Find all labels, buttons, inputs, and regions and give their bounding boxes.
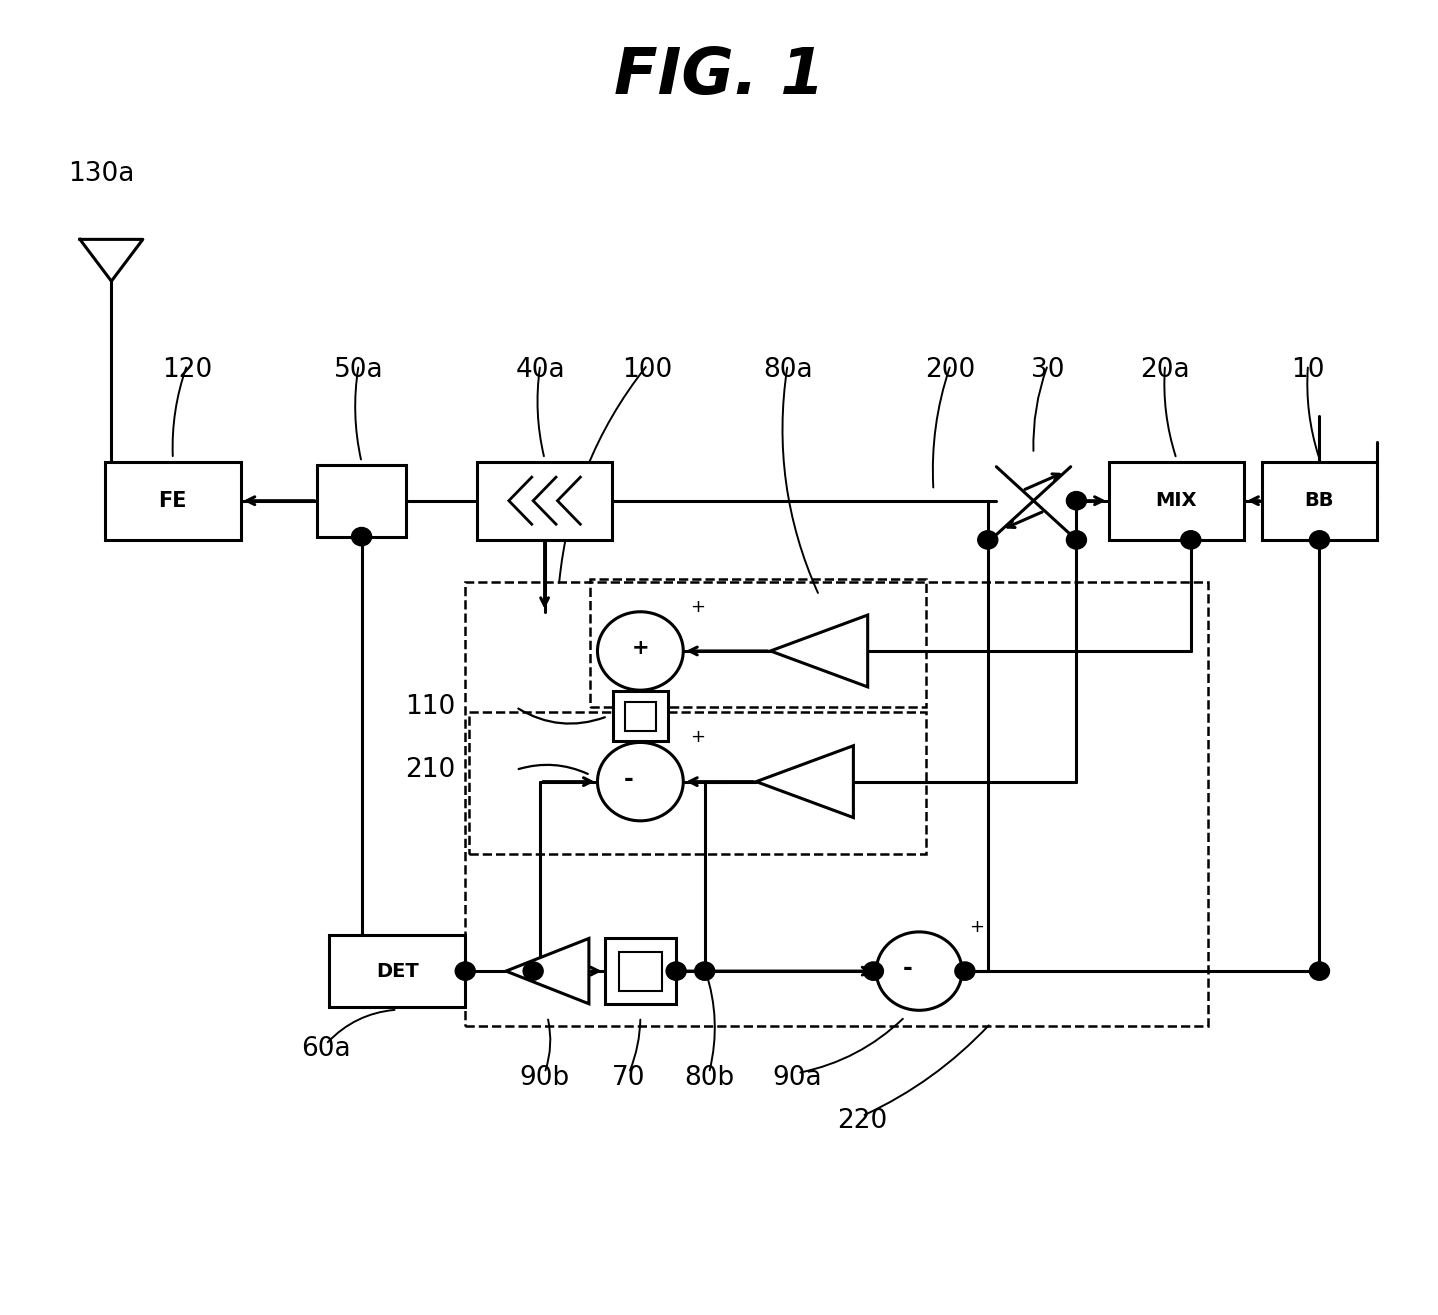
Polygon shape (506, 939, 590, 1003)
Text: 80a: 80a (762, 358, 812, 383)
Polygon shape (771, 615, 867, 686)
Circle shape (597, 611, 683, 690)
Text: -: - (903, 956, 913, 981)
Circle shape (876, 932, 962, 1010)
Bar (464, 581, 1208, 1026)
Text: 70: 70 (613, 1065, 646, 1091)
Text: FE: FE (158, 490, 187, 510)
Circle shape (1067, 492, 1087, 510)
Text: BB: BB (1304, 492, 1334, 510)
Circle shape (597, 743, 683, 821)
Circle shape (666, 963, 686, 980)
Text: 20a: 20a (1140, 358, 1189, 383)
Circle shape (523, 963, 544, 980)
Bar (1109, 462, 1244, 540)
Text: 120: 120 (162, 358, 213, 383)
Text: +: + (690, 597, 705, 615)
Circle shape (863, 963, 883, 980)
Text: 210: 210 (406, 757, 456, 782)
Text: +: + (690, 729, 705, 746)
Bar (618, 952, 661, 990)
Text: 200: 200 (926, 358, 976, 383)
Polygon shape (756, 746, 853, 818)
Text: 50a: 50a (334, 358, 384, 383)
Bar (469, 713, 926, 853)
Text: 30: 30 (1031, 358, 1064, 383)
Circle shape (695, 963, 715, 980)
Circle shape (1310, 963, 1330, 980)
Text: 90b: 90b (519, 1065, 569, 1091)
Bar (624, 702, 656, 731)
Bar (604, 939, 676, 1003)
Text: +: + (969, 918, 984, 936)
Text: 100: 100 (623, 358, 673, 383)
Circle shape (955, 963, 975, 980)
Circle shape (351, 527, 371, 546)
Bar (329, 935, 466, 1007)
Text: 60a: 60a (301, 1036, 351, 1063)
Bar (105, 462, 240, 540)
Circle shape (1310, 531, 1330, 550)
Circle shape (1067, 531, 1087, 550)
Circle shape (456, 963, 475, 980)
Text: 40a: 40a (515, 358, 565, 383)
Text: DET: DET (375, 961, 418, 981)
Text: +: + (631, 638, 649, 659)
Bar (591, 579, 926, 707)
Text: 220: 220 (837, 1109, 887, 1135)
Text: 80b: 80b (684, 1065, 735, 1091)
Text: -: - (624, 767, 634, 792)
Bar (1263, 462, 1376, 540)
Circle shape (978, 531, 998, 550)
Text: FIG. 1: FIG. 1 (614, 45, 824, 107)
Bar (476, 462, 613, 540)
Text: 110: 110 (406, 694, 456, 721)
Bar (318, 464, 406, 537)
Text: MIX: MIX (1156, 492, 1198, 510)
Bar (613, 692, 667, 742)
Text: 90a: 90a (772, 1065, 823, 1091)
Circle shape (1181, 531, 1201, 550)
Text: 10: 10 (1291, 358, 1324, 383)
Text: 130a: 130a (68, 160, 135, 187)
